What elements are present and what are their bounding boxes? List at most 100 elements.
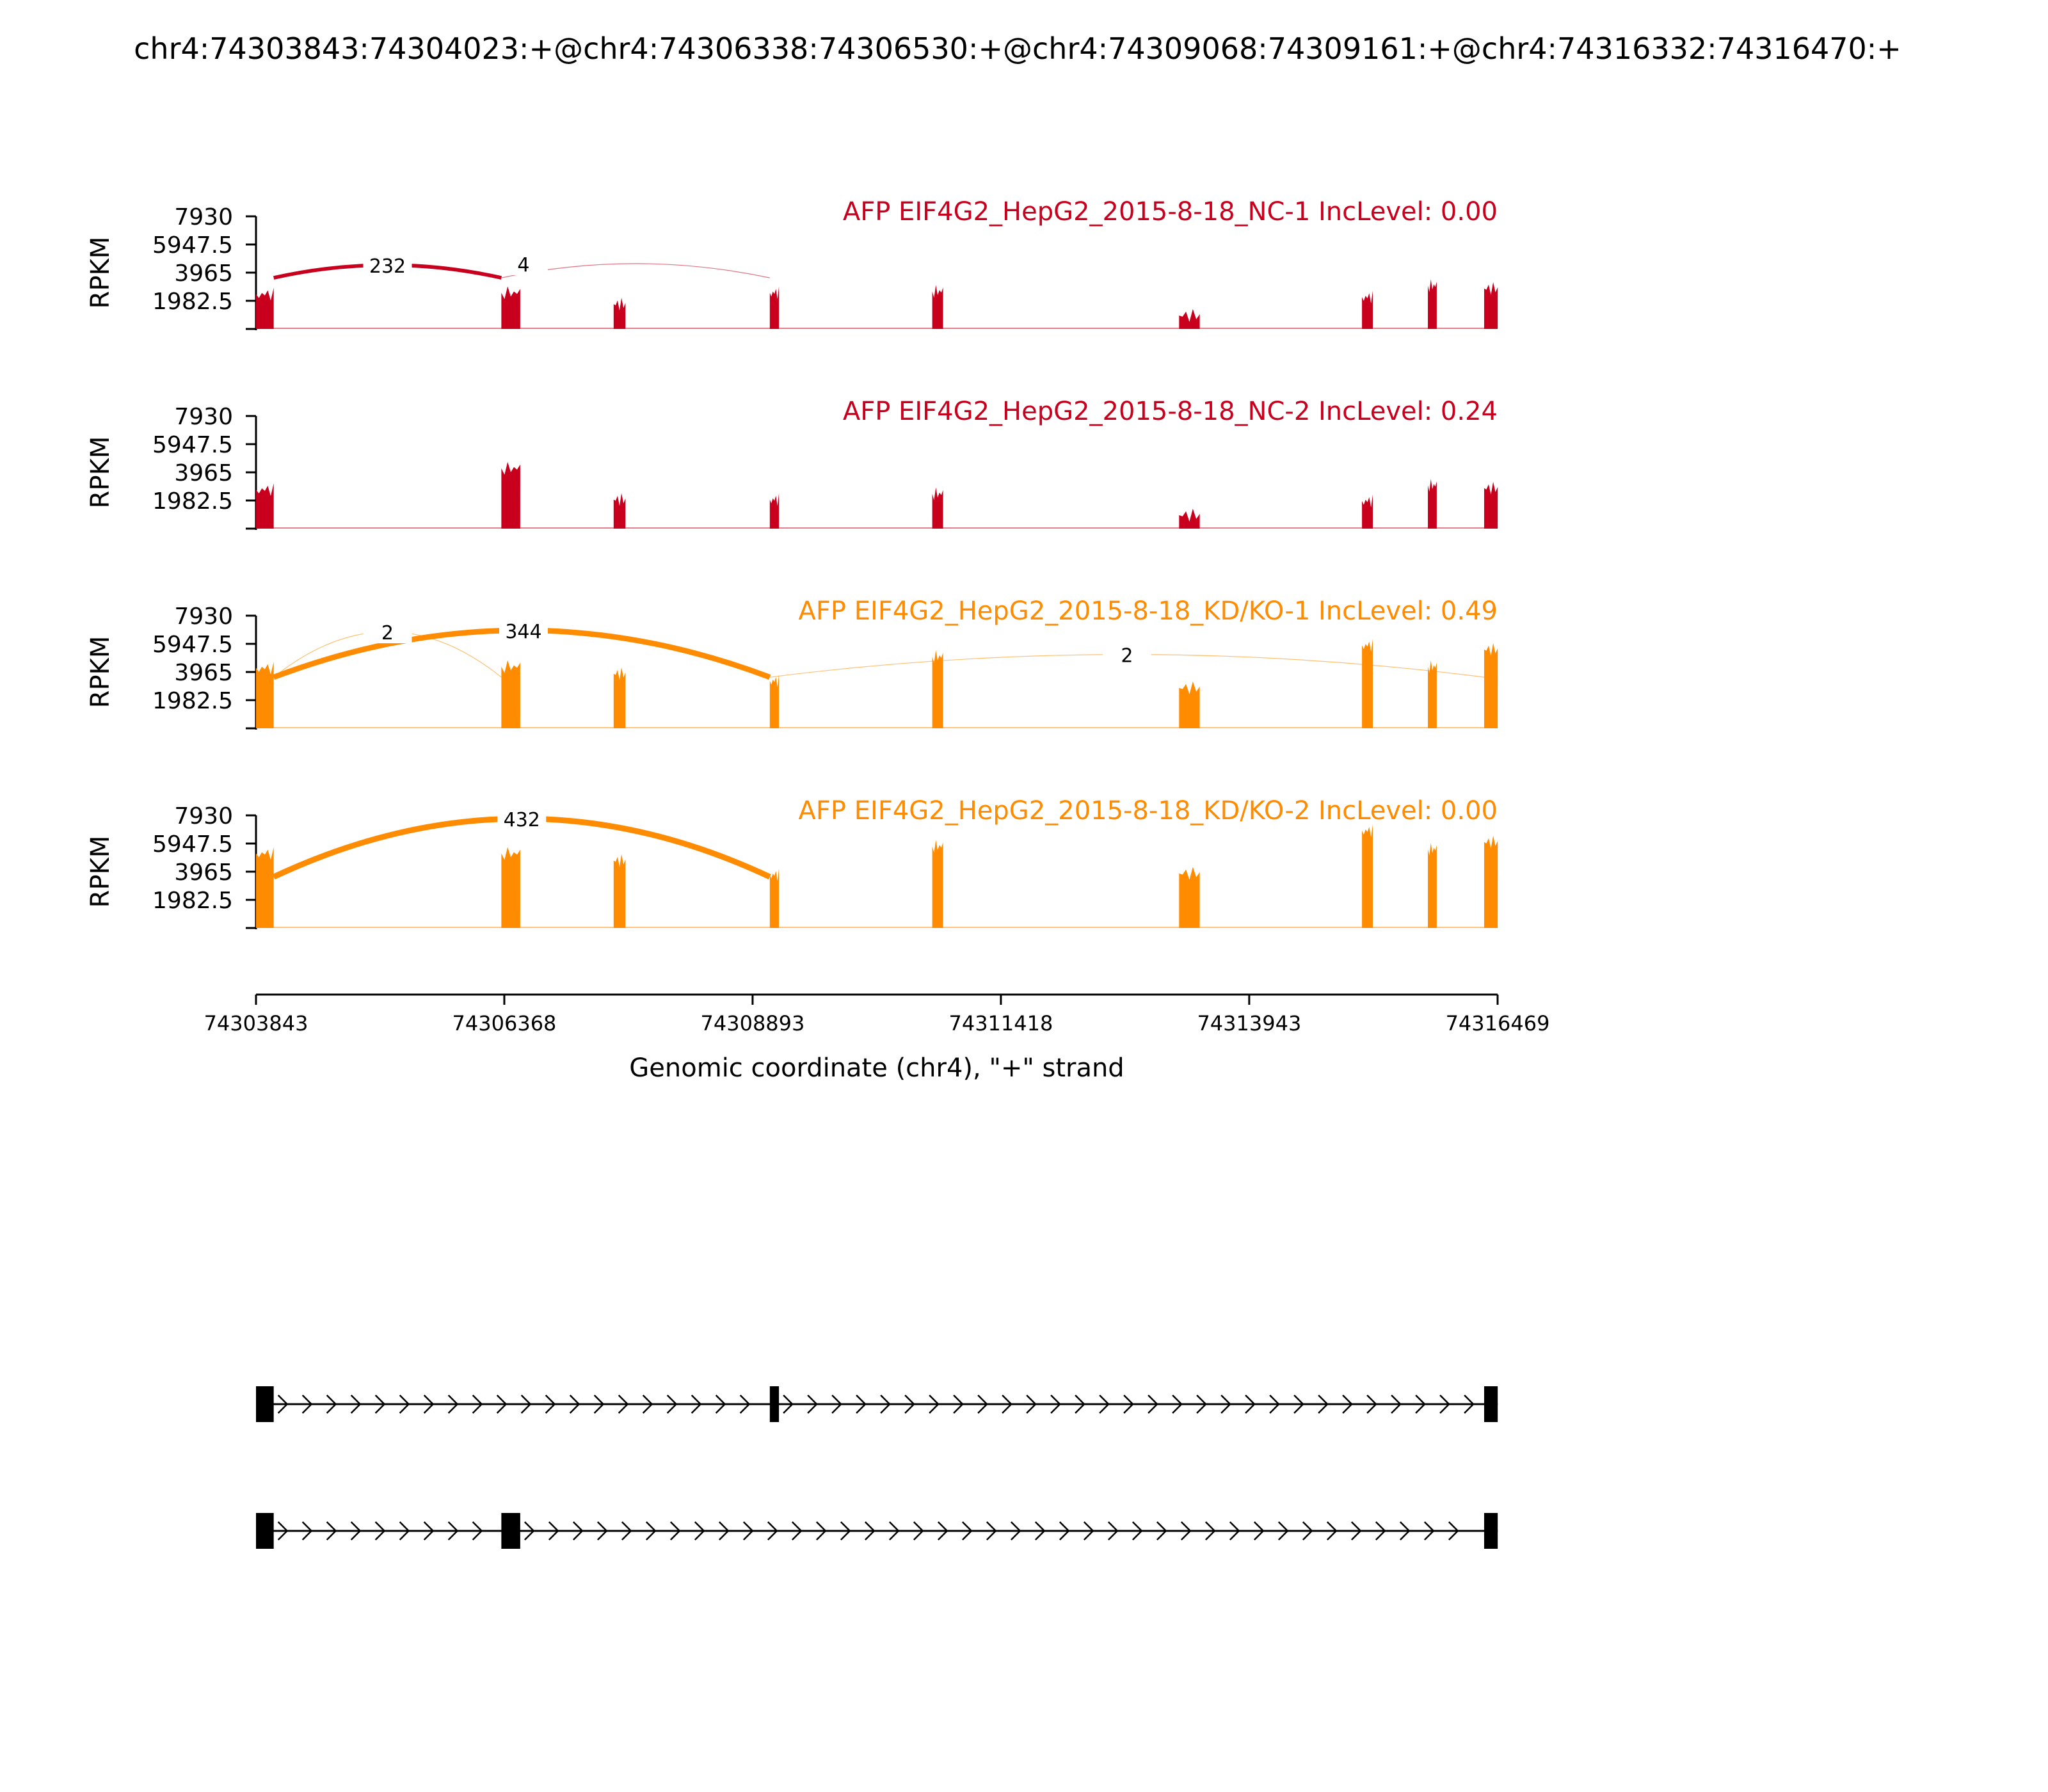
strand-chevron-icon	[545, 1395, 556, 1414]
strand-chevron-icon	[1026, 1395, 1037, 1414]
strand-chevron-icon	[301, 1395, 313, 1414]
y-tick-label: 3965	[174, 260, 233, 287]
strand-chevron-icon	[791, 1521, 803, 1540]
junction-count-bg	[499, 621, 548, 642]
strand-chevron-icon	[977, 1395, 988, 1414]
strand-chevron-icon	[1269, 1395, 1280, 1414]
strand-chevron-icon	[1464, 1395, 1475, 1414]
strand-chevron-icon	[864, 1521, 876, 1540]
strand-chevron-icon	[374, 1521, 386, 1540]
exon-coverage-bar	[769, 674, 780, 728]
strand-chevron-icon	[1083, 1521, 1094, 1540]
y-tick-label: 7930	[174, 803, 233, 829]
strand-chevron-icon	[596, 1521, 608, 1540]
strand-chevron-icon	[472, 1395, 483, 1414]
strand-chevron-icon	[1059, 1521, 1070, 1540]
strand-chevron-icon	[520, 1395, 532, 1414]
strand-chevron-icon	[1050, 1395, 1061, 1414]
strand-chevron-icon	[742, 1521, 754, 1540]
exon-coverage-bar	[932, 285, 943, 329]
x-tick-label: 74311418	[948, 1011, 1053, 1036]
strand-chevron-icon	[1245, 1395, 1256, 1414]
strand-chevron-icon	[1180, 1521, 1192, 1540]
strand-chevron-icon	[1132, 1521, 1143, 1540]
strand-chevron-icon	[399, 1395, 410, 1414]
strand-chevron-icon	[937, 1521, 948, 1540]
x-axis: 74303843 74306368 74308893 74311418 74313943…	[204, 993, 1549, 1036]
y-tick-label: 1982.5	[152, 289, 233, 315]
strand-chevron-icon	[807, 1395, 818, 1414]
strand-chevron-icon	[961, 1521, 973, 1540]
junction-count-bg	[497, 810, 547, 831]
strand-chevron-icon	[1293, 1395, 1304, 1414]
junction-count-label: 344	[505, 621, 541, 643]
exon-coverage-bar	[501, 286, 520, 329]
strand-chevron-icon	[1439, 1395, 1450, 1414]
strand-chevron-icon	[645, 1521, 657, 1540]
strand-chevron-icon	[472, 1521, 483, 1540]
strand-chevron-icon	[326, 1521, 337, 1540]
x-axis-label: Genomic coordinate (chr4), "+" strand	[629, 1053, 1124, 1083]
strand-chevron-icon	[1415, 1395, 1426, 1414]
strand-chevron-icon	[1156, 1521, 1167, 1540]
strand-chevron-icon	[904, 1395, 915, 1414]
strand-chevron-icon	[831, 1395, 842, 1414]
strand-chevron-icon	[548, 1521, 559, 1540]
exon-coverage-bar	[769, 286, 780, 329]
exon-coverage-bar	[256, 287, 274, 329]
strand-chevron-icon	[277, 1395, 289, 1414]
exon-coverage-bar	[1428, 279, 1437, 329]
strand-chevron-icon	[739, 1395, 751, 1414]
figure-title: chr4:74303843:74304023:+@chr4:74306338:7…	[134, 31, 1901, 66]
strand-chevron-icon	[953, 1395, 964, 1414]
strand-chevron-icon	[350, 1395, 362, 1414]
sample-label: AFP EIF4G2_HepG2_2015-8-18_NC-2 IncLevel…	[843, 397, 1498, 426]
exon-coverage-bar	[613, 493, 626, 529]
y-tick-label: 7930	[174, 604, 233, 630]
strand-chevron-icon	[1399, 1521, 1411, 1540]
junction-count-label: 232	[369, 255, 406, 278]
strand-chevron-icon	[815, 1521, 827, 1540]
strand-chevron-icon	[1123, 1395, 1134, 1414]
sample-label: AFP EIF4G2_HepG2_2015-8-18_KD/KO-1 IncLe…	[799, 596, 1498, 626]
strand-chevron-icon	[880, 1395, 891, 1414]
strand-chevron-icon	[618, 1395, 629, 1414]
exon-coverage-bar	[1179, 508, 1200, 529]
y-tick-label: 1982.5	[152, 888, 233, 914]
strand-chevron-icon	[1075, 1395, 1085, 1414]
exon-coverage-bar	[1428, 660, 1437, 728]
strand-chevron-icon	[691, 1395, 702, 1414]
exon-coverage-bar	[256, 661, 274, 728]
y-tick-label: 3965	[174, 460, 233, 486]
exon-coverage-bar	[1484, 481, 1498, 529]
strand-chevron-icon	[1342, 1395, 1353, 1414]
strand-chevron-icon	[524, 1521, 535, 1540]
isoform-exon	[256, 1386, 274, 1422]
strand-chevron-icon	[301, 1521, 313, 1540]
strand-chevron-icon	[715, 1395, 726, 1414]
y-axis-label: RPKM	[86, 636, 115, 708]
strand-chevron-icon	[1220, 1395, 1231, 1414]
exon-coverage-bar	[932, 487, 943, 529]
strand-chevron-icon	[1229, 1521, 1240, 1540]
strand-chevron-icon	[1350, 1521, 1362, 1540]
exon-coverage-bar	[501, 461, 520, 529]
exon-coverage-bar	[613, 667, 626, 728]
sample-label: AFP EIF4G2_HepG2_2015-8-18_NC-1 IncLevel…	[843, 197, 1498, 227]
y-tick-label: 3965	[174, 660, 233, 686]
exon-coverage-bar	[769, 868, 780, 928]
x-tick-label: 74303843	[204, 1011, 308, 1036]
exon-coverage-bar	[256, 483, 274, 529]
sample-label: AFP EIF4G2_HepG2_2015-8-18_KD/KO-2 IncLe…	[799, 796, 1498, 826]
y-tick-label: 5947.5	[152, 232, 233, 259]
exon-coverage-bar	[613, 298, 626, 329]
strand-chevron-icon	[277, 1521, 289, 1540]
exon-coverage-bar	[501, 660, 520, 728]
strand-chevron-icon	[1099, 1395, 1110, 1414]
x-tick-label: 74308893	[701, 1011, 805, 1036]
